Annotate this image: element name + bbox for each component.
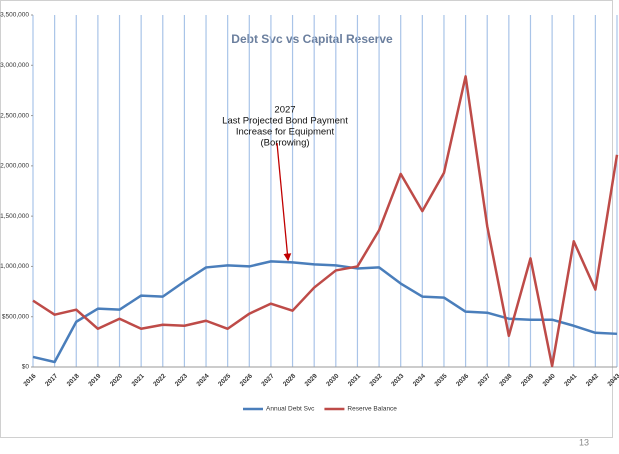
chart-title: Debt Svc vs Capital Reserve (231, 32, 393, 46)
y-tick-label: $500,000 (2, 313, 29, 320)
y-tick-label: $1,000,000 (0, 263, 29, 270)
y-tick-label: $0 (22, 364, 30, 371)
annotation: (Borrowing) (260, 138, 309, 149)
y-tick-label: $3,000,000 (0, 62, 29, 69)
annotation: 2027 (274, 105, 295, 116)
series-line (32, 260, 618, 364)
series-line (32, 75, 619, 368)
y-tick-label: $3,500,000 (0, 12, 29, 19)
legend-label: Reserve Balance (347, 406, 397, 413)
y-tick-label: $1,500,000 (0, 213, 29, 220)
annotation-arrow (276, 142, 292, 262)
legend-label: Annual Debt Svc (266, 406, 315, 413)
y-tick-label: $2,500,000 (0, 112, 29, 119)
annotation: Last Projected Bond Payment (222, 116, 348, 127)
page-number: 13 (579, 437, 589, 447)
annotation: Increase for Equipment (236, 127, 335, 138)
chart-frame (0, 0, 613, 438)
y-tick-label: $2,000,000 (0, 163, 29, 170)
